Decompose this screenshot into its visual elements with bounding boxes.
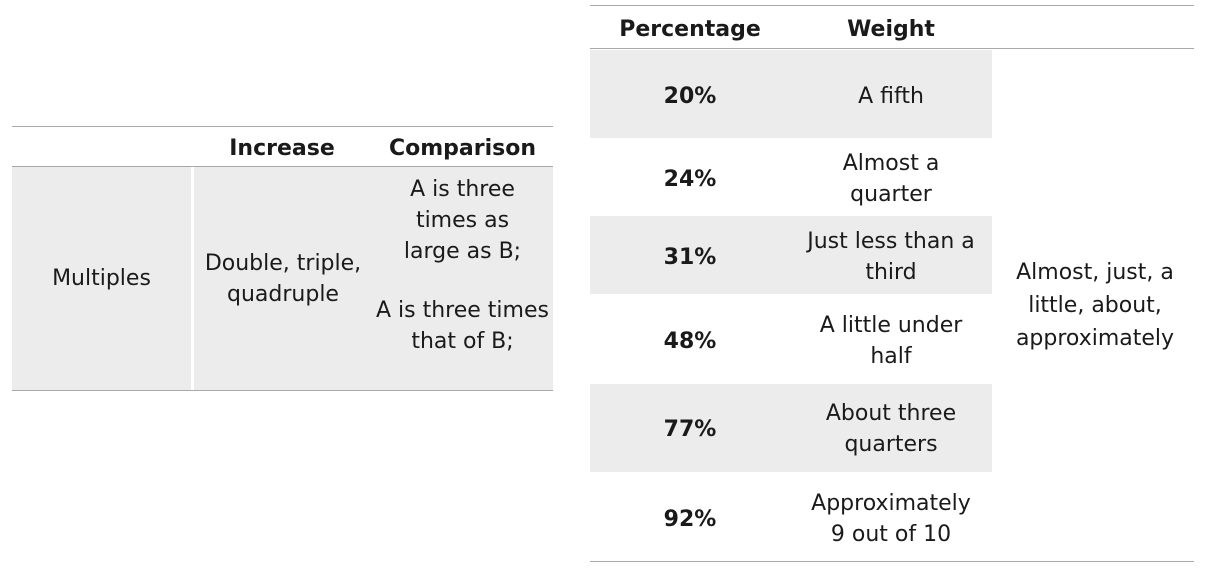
row-band-5	[590, 384, 992, 472]
column-header-comparison: Comparison	[388, 136, 537, 161]
weight-cell-text: Almost a quarter	[842, 151, 940, 207]
weight-cell: A little under half	[790, 308, 992, 374]
header-rule	[590, 48, 1194, 49]
weight-cell: Approximately 9 out of 10	[790, 486, 992, 552]
table-bottom-rule	[12, 390, 553, 391]
cell-increase-text: Double, triple, quadruple	[204, 250, 362, 307]
cell-comparison-1: A is three times as large as B;	[372, 173, 553, 267]
qualifier-cell: Almost, just, a little, about, approxima…	[996, 50, 1194, 560]
weight-cell: About three quarters	[790, 396, 992, 462]
percentage-cell: 77%	[663, 416, 717, 442]
qualifier-cell-text: Almost, just, a little, about, approxima…	[1015, 259, 1175, 351]
column-header-increase: Increase	[229, 136, 335, 161]
table-top-rule	[590, 5, 1194, 6]
weight-cell-text: A little under half	[819, 313, 963, 369]
row-band-1	[590, 50, 992, 138]
row-background-category	[12, 167, 191, 390]
column-header-percentage: Percentage	[619, 17, 761, 42]
table-bottom-rule	[590, 561, 1194, 562]
row-label-multiples: Multiples	[52, 266, 151, 291]
percentage-cell: 48%	[663, 328, 717, 354]
cell-comparison-2: A is three times that of B;	[372, 295, 553, 357]
weight-cell-text: Approximately 9 out of 10	[811, 491, 971, 547]
cell-increase: Double, triple, quadruple	[194, 167, 372, 390]
weight-cell: Just less than a third	[790, 224, 992, 290]
percentage-cell: 20%	[663, 83, 717, 109]
weight-cell: A fifth	[790, 50, 992, 142]
weight-cell-text: About three quarters	[825, 401, 957, 457]
table-top-rule	[12, 126, 553, 127]
row-band-3	[590, 216, 992, 294]
cell-comparison-1-text: A is three times as large as B;	[403, 176, 522, 264]
header-rule	[12, 166, 553, 167]
weight-cell-text: Just less than a third	[807, 229, 975, 285]
weight-cell: Almost a quarter	[790, 146, 992, 212]
percentage-cell: 92%	[663, 506, 717, 532]
percentage-cell: 24%	[663, 166, 717, 192]
percentage-cell: 31%	[663, 244, 717, 270]
weight-cell-text: A fifth	[858, 83, 924, 109]
row-background-increase	[194, 167, 553, 390]
column-header-weight: Weight	[847, 17, 935, 42]
cell-comparison-2-text: A is three times that of B;	[376, 298, 549, 354]
